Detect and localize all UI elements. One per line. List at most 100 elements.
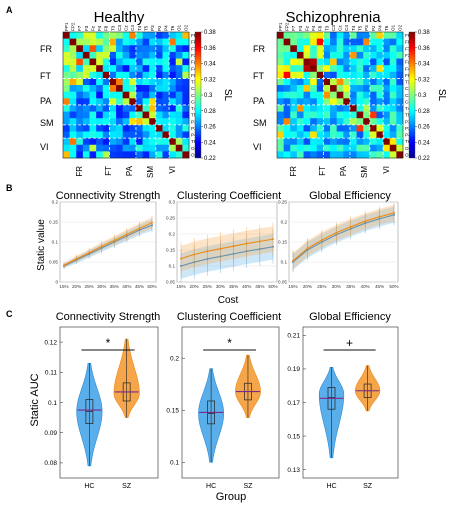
heatmap-col-label: SM — [146, 166, 155, 178]
heatmap-row-label: SM — [40, 118, 54, 128]
heatmap-cell — [396, 91, 404, 99]
heatmap-cell — [175, 151, 183, 159]
heatmap-cell — [142, 104, 150, 112]
heatmap-cell — [63, 45, 70, 53]
heatmap-cell — [155, 38, 163, 46]
heatmap-cell — [310, 131, 318, 139]
heatmap-cell — [129, 91, 137, 99]
heatmap-cell — [356, 124, 364, 132]
heatmap-cell — [122, 85, 130, 92]
heatmap-col-label: FR — [289, 166, 298, 177]
colorbar-tick-label: 0.34 — [204, 62, 216, 68]
heatmap-cell — [296, 138, 304, 146]
heatmap-cell — [396, 78, 404, 86]
heatmap-cell — [76, 131, 84, 139]
heatmap-cell — [376, 78, 384, 86]
channel-label-right: T4 — [191, 106, 197, 111]
y-axis-label: Static value — [36, 219, 47, 271]
heatmap-cell — [303, 85, 311, 92]
heatmap-cell — [135, 138, 143, 146]
y-tick-label: 0.15 — [166, 248, 175, 253]
heatmap-col-label: PA — [125, 165, 134, 176]
heatmap-cell — [310, 85, 318, 92]
channel-label-top: F3 — [298, 25, 303, 31]
heatmap-cells — [277, 32, 404, 159]
heatmap-cell — [109, 98, 117, 106]
x-tick-label: 40% — [122, 284, 131, 289]
heatmap-cell — [383, 65, 391, 73]
heatmap-cell — [122, 58, 130, 66]
channel-label-top: F7 — [291, 25, 296, 31]
heatmap-cell — [149, 71, 157, 79]
heatmap-col-label: VI — [168, 166, 177, 174]
series-point-sz — [100, 245, 103, 248]
heatmap-cell — [155, 144, 163, 152]
heatmap-cell — [69, 118, 77, 126]
heatmap-cell — [290, 65, 298, 73]
heatmap-cell — [169, 91, 177, 99]
heatmap-cell — [349, 98, 357, 106]
colorbar-tick-label: 0.38 — [204, 30, 216, 36]
heatmap-cell — [323, 91, 331, 99]
heatmap-cell — [396, 71, 404, 79]
heatmap-cell — [296, 58, 304, 66]
heatmap-cell — [89, 111, 97, 119]
heatmap-cell — [109, 38, 117, 46]
heatmap-cell — [389, 65, 397, 73]
heatmap-cell — [290, 32, 298, 39]
colorbar — [194, 31, 202, 159]
heatmap-cell — [290, 118, 298, 126]
heatmap-cell — [116, 65, 123, 73]
heatmap-cell — [169, 131, 177, 139]
heatmap-cell — [349, 78, 357, 86]
heatmap-cell — [116, 104, 123, 112]
colorbar-tick-label: 0.3 — [418, 93, 427, 99]
heatmap-cell — [343, 91, 351, 99]
heatmap-cell — [363, 144, 371, 152]
heatmap-cell — [336, 138, 344, 146]
heatmap-cell — [135, 124, 143, 132]
heatmap-cell — [129, 144, 137, 152]
heatmap-cell — [175, 104, 183, 112]
channel-label-top: Cz — [338, 25, 343, 31]
series-point-sz — [393, 211, 395, 214]
heatmap-cell — [129, 45, 137, 53]
heatmap-cell — [63, 111, 70, 119]
heatmap-cell — [383, 45, 391, 53]
heatmap-cell — [316, 32, 324, 39]
heatmap-cell — [162, 144, 170, 152]
heatmap-cell — [155, 131, 163, 139]
heatmap-cell — [310, 51, 318, 59]
channel-label-top: P4 — [163, 25, 168, 31]
heatmap-cell — [356, 151, 364, 159]
heatmap-cell — [69, 104, 77, 112]
series-point-sz — [193, 253, 196, 256]
heatmap-cell — [96, 111, 104, 119]
heatmap-cell — [162, 85, 170, 92]
heatmap-cell — [356, 45, 364, 53]
heatmap-cell — [63, 51, 70, 59]
heatmap-cell — [343, 98, 351, 106]
heatmap-cell — [389, 32, 397, 39]
heatmap-cell — [376, 71, 384, 79]
heatmap-row-label: PA — [40, 96, 51, 106]
heatmap-cell — [109, 104, 117, 112]
heatmap-cell — [383, 32, 391, 39]
panel-label-b: B — [6, 183, 13, 193]
heatmap-cell — [330, 91, 337, 99]
heatmap-cell — [135, 131, 143, 139]
heatmap-cell — [336, 104, 344, 112]
y-tick-label: 0.17 — [287, 400, 300, 407]
heatmap-cell — [296, 71, 304, 79]
channel-label-right: Pz — [405, 126, 411, 131]
heatmap-cell — [343, 51, 351, 59]
y-tick-label: 0.2 — [52, 200, 59, 205]
heatmap-cell — [82, 65, 90, 73]
heatmap-cell — [310, 118, 318, 126]
heatmap-cell — [149, 138, 157, 146]
heatmap-cell — [122, 38, 130, 46]
heatmap-cell — [162, 32, 170, 39]
heatmap-cell — [155, 111, 163, 119]
heatmap-schizophrenia: Schizophrenia FP1FP1FP2FP2F7F7F3F3FzFzF4… — [253, 9, 447, 178]
x-tick-label: SZ — [363, 483, 373, 490]
